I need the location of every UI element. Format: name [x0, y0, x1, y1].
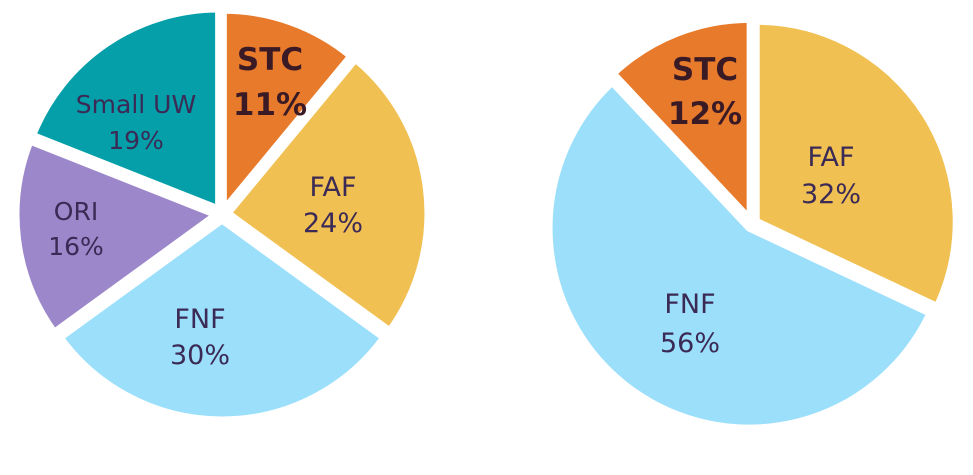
pie-1-label-small-uw: Small UW — [76, 90, 196, 119]
pie-chart-2: FAF 32% FNF 56% STC 12% — [545, 15, 960, 432]
pie-1-label-fnf: FNF — [174, 304, 225, 335]
pie-2-slice-fnf — [545, 77, 935, 432]
pie-1-value-small-uw: 19% — [108, 126, 164, 155]
pie-2-value-fnf: 56% — [660, 328, 720, 359]
pie-1-value-ori: 16% — [48, 232, 104, 261]
pie-2-label-stc: STC — [672, 52, 738, 88]
pie-2-slice-stc — [608, 15, 754, 229]
pie-2-value-faf: 32% — [801, 179, 861, 210]
pie-1-label-stc: STC — [237, 42, 303, 78]
pie-2-value-stc: 12% — [668, 96, 742, 132]
pie-1-label-ori: ORI — [54, 197, 98, 226]
pie-1-slice-small-uw — [28, 5, 223, 215]
pie-1-value-fnf: 30% — [170, 340, 230, 371]
pie-2-label-fnf: FNF — [664, 289, 715, 320]
pie-1-slice-faf — [222, 54, 432, 336]
pie-1-slice-stc — [219, 6, 356, 220]
pie-chart-1: STC 11% FAF 24% FNF 30% ORI 16% Small UW 19% — [12, 5, 432, 424]
pie-2-slice-faf — [752, 17, 960, 312]
pie-1-value-stc: 11% — [233, 87, 307, 123]
pie-1-value-faf: 24% — [303, 208, 363, 239]
pie-1-slice-ori — [12, 136, 224, 338]
pie-1-slice-fnf — [55, 215, 389, 424]
pie-2-label-faf: FAF — [807, 142, 854, 173]
pie-1-label-faf: FAF — [309, 172, 356, 203]
